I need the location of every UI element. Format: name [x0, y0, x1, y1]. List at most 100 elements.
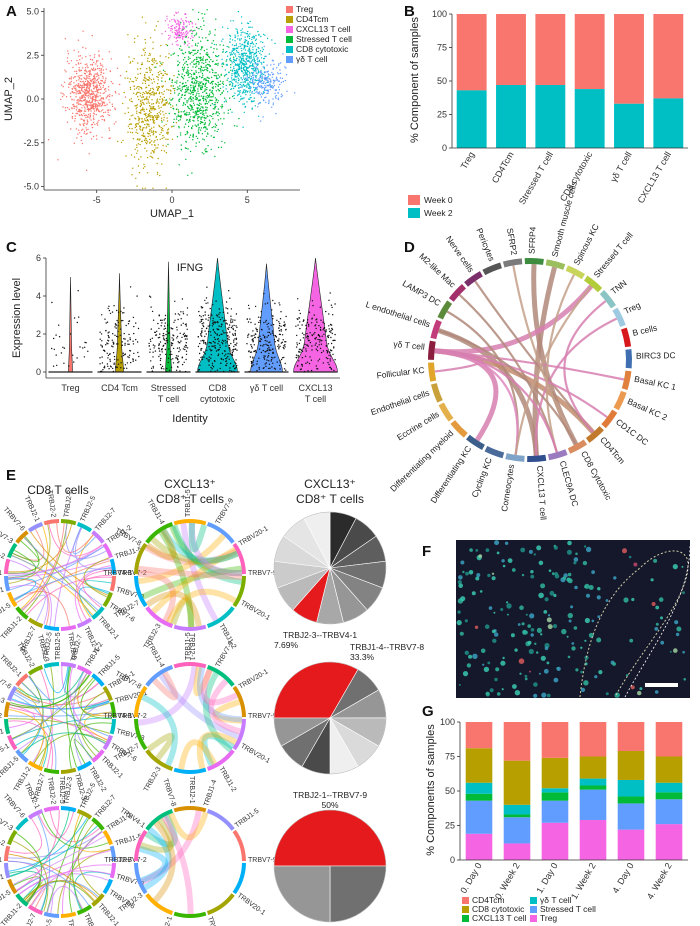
- tcr-chord-segment: [15, 893, 29, 907]
- umap-point: [217, 114, 219, 117]
- umap-point: [265, 86, 267, 88]
- umap-point: [154, 149, 156, 151]
- violin-point: [159, 341, 162, 343]
- umap-point: [82, 80, 84, 83]
- umap-point: [125, 155, 127, 157]
- umap-point: [193, 88, 195, 91]
- umap-point: [151, 103, 153, 105]
- umap-point: [226, 51, 228, 53]
- umap-point: [184, 35, 186, 37]
- umap-point: [165, 123, 167, 126]
- violin-point: [210, 342, 212, 344]
- tcr-chord-label: TRBJ1-5: [0, 889, 12, 910]
- violin-point: [84, 346, 86, 348]
- violin-point: [164, 348, 167, 351]
- violin-point: [283, 368, 286, 370]
- umap-point: [253, 86, 255, 89]
- umap-point: [227, 109, 229, 112]
- micrograph-cell: [597, 615, 601, 618]
- umap-point: [201, 72, 204, 75]
- violin-point: [124, 344, 126, 346]
- umap-point: [199, 108, 201, 110]
- violin-point: [220, 333, 222, 335]
- umap-point: [85, 129, 88, 131]
- umap-point: [85, 86, 88, 89]
- violin-point: [220, 358, 223, 360]
- umap-point: [140, 156, 142, 158]
- micrograph-cell: [530, 633, 534, 637]
- violin-point: [82, 347, 84, 349]
- umap-point: [235, 43, 238, 45]
- day-bar-y-tick-label: 75: [445, 752, 455, 762]
- umap-point: [148, 60, 150, 63]
- umap-point: [230, 77, 233, 79]
- violin-point: [156, 330, 158, 332]
- umap-point: [150, 92, 152, 95]
- micrograph-cell: [468, 654, 473, 659]
- umap-point: [216, 55, 219, 58]
- umap-point: [152, 63, 154, 66]
- day-legend-label: CD4Tcm: [472, 895, 505, 905]
- umap-point: [98, 50, 100, 52]
- umap-point: [81, 107, 83, 109]
- violin-point: [260, 351, 263, 354]
- micrograph-cell: [553, 677, 559, 683]
- violin-point: [148, 342, 150, 345]
- violin-point: [264, 363, 266, 365]
- umap-point: [189, 57, 191, 59]
- tcr-chord-link: [144, 544, 238, 566]
- violin-point: [235, 362, 237, 365]
- umap-point: [149, 110, 151, 113]
- umap-point: [71, 88, 74, 90]
- umap-point: [262, 99, 265, 101]
- micrograph-cell: [530, 628, 535, 632]
- umap-point: [187, 74, 189, 77]
- umap-point: [198, 62, 200, 64]
- violin-point: [210, 370, 212, 372]
- umap-point: [163, 119, 165, 121]
- umap-point: [194, 112, 196, 114]
- violin-point: [259, 316, 262, 319]
- umap-point: [205, 82, 207, 84]
- umap-point: [180, 22, 182, 24]
- umap-point: [85, 114, 88, 117]
- violin-point: [268, 348, 270, 350]
- umap-point: [266, 92, 268, 95]
- umap-point: [233, 94, 235, 97]
- violin-point: [247, 336, 249, 338]
- umap-point: [243, 60, 245, 62]
- violin-point: [132, 360, 134, 362]
- umap-point: [187, 40, 189, 42]
- tcr-chord-label: TRBJ2-7: [94, 507, 117, 533]
- micrograph-cell: [502, 656, 505, 660]
- umap-point: [96, 93, 98, 95]
- umap-point: [79, 100, 81, 102]
- violin-point: [326, 352, 329, 354]
- umap-point: [189, 116, 192, 118]
- umap-point: [189, 134, 192, 136]
- micrograph-cell: [554, 572, 559, 576]
- tcr-chord-label: TRBV20-1: [0, 857, 2, 864]
- umap-point: [179, 85, 181, 87]
- umap-point: [212, 40, 215, 42]
- umap-point: [135, 131, 137, 134]
- umap-point: [252, 74, 254, 77]
- umap-point: [264, 76, 266, 79]
- umap-point: [204, 85, 206, 88]
- umap-point: [177, 115, 180, 118]
- umap-point: [206, 53, 208, 56]
- umap-point: [267, 70, 269, 72]
- umap-point: [135, 104, 137, 107]
- micrograph-cell: [514, 648, 518, 652]
- violin-point: [305, 348, 307, 350]
- violin-point: [325, 310, 327, 313]
- umap-point: [167, 57, 170, 59]
- tcr-chord-link: [11, 698, 110, 710]
- umap-point: [268, 102, 270, 105]
- tcr-chord-link: [23, 536, 103, 606]
- umap-point: [157, 71, 160, 74]
- violin-point: [218, 313, 220, 315]
- umap-point: [137, 35, 139, 37]
- day-bar-x-tick-label: 4. Day 0: [610, 861, 635, 895]
- violin-point: [107, 339, 109, 341]
